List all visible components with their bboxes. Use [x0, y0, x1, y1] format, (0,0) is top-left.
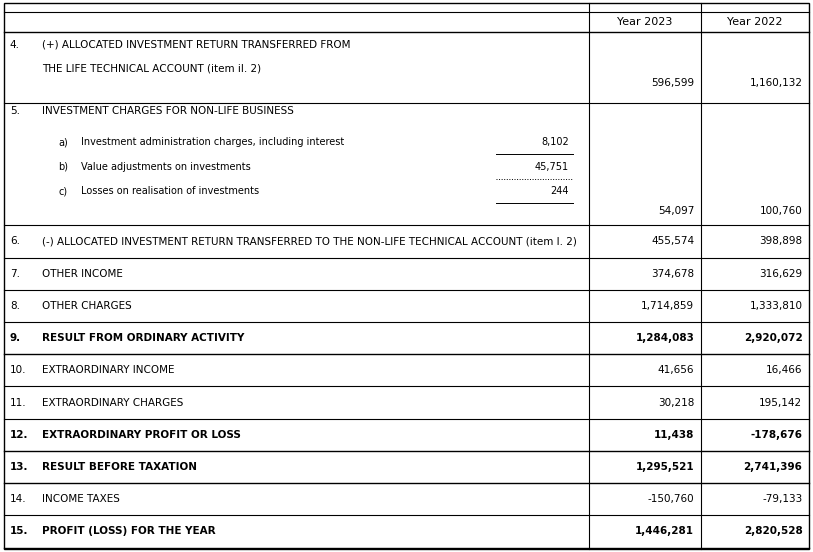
Text: 8,102: 8,102	[541, 137, 569, 147]
Text: 4.: 4.	[10, 40, 20, 50]
Text: 14.: 14.	[10, 494, 26, 504]
Text: 455,574: 455,574	[651, 236, 694, 246]
Text: INCOME TAXES: INCOME TAXES	[42, 494, 120, 504]
Text: 10.: 10.	[10, 365, 26, 375]
Text: 54,097: 54,097	[658, 206, 694, 216]
Text: RESULT FROM ORDINARY ACTIVITY: RESULT FROM ORDINARY ACTIVITY	[42, 333, 245, 343]
Text: (+) ALLOCATED INVESTMENT RETURN TRANSFERRED FROM: (+) ALLOCATED INVESTMENT RETURN TRANSFER…	[42, 40, 350, 50]
Text: 13.: 13.	[10, 462, 28, 472]
Text: 1,714,859: 1,714,859	[641, 301, 694, 311]
Text: 8.: 8.	[10, 301, 20, 311]
Text: 12.: 12.	[10, 430, 28, 440]
Text: OTHER INCOME: OTHER INCOME	[42, 269, 123, 279]
Text: 316,629: 316,629	[759, 269, 802, 279]
Text: Year 2023: Year 2023	[617, 17, 673, 27]
Text: 1,284,083: 1,284,083	[636, 333, 694, 343]
Text: 45,751: 45,751	[535, 162, 569, 172]
Text: OTHER CHARGES: OTHER CHARGES	[42, 301, 132, 311]
Text: 100,760: 100,760	[759, 206, 802, 216]
Text: Losses on realisation of investments: Losses on realisation of investments	[81, 186, 259, 196]
Text: 2,820,528: 2,820,528	[744, 527, 802, 537]
Text: 1,446,281: 1,446,281	[635, 527, 694, 537]
Text: -79,133: -79,133	[762, 494, 802, 504]
Text: 30,218: 30,218	[658, 397, 694, 407]
Text: Investment administration charges, including interest: Investment administration charges, inclu…	[81, 137, 345, 147]
Text: 244: 244	[550, 186, 569, 196]
Text: THE LIFE TECHNICAL ACCOUNT (item iI. 2): THE LIFE TECHNICAL ACCOUNT (item iI. 2)	[42, 64, 262, 74]
Text: 1,295,521: 1,295,521	[636, 462, 694, 472]
Text: 41,656: 41,656	[658, 365, 694, 375]
Text: -178,676: -178,676	[750, 430, 802, 440]
Text: 195,142: 195,142	[759, 397, 802, 407]
Text: EXTRAORDINARY PROFIT OR LOSS: EXTRAORDINARY PROFIT OR LOSS	[42, 430, 241, 440]
Text: Year 2022: Year 2022	[727, 17, 783, 27]
Text: RESULT BEFORE TAXATION: RESULT BEFORE TAXATION	[42, 462, 198, 472]
Text: 11.: 11.	[10, 397, 26, 407]
Text: 16,466: 16,466	[766, 365, 802, 375]
Text: c): c)	[59, 186, 67, 196]
Text: 398,898: 398,898	[759, 236, 802, 246]
Text: 1,160,132: 1,160,132	[750, 78, 802, 88]
Text: EXTRAORDINARY CHARGES: EXTRAORDINARY CHARGES	[42, 397, 184, 407]
Text: a): a)	[59, 137, 68, 147]
Text: 2,920,072: 2,920,072	[744, 333, 802, 343]
Text: b): b)	[59, 162, 68, 172]
Text: (-) ALLOCATED INVESTMENT RETURN TRANSFERRED TO THE NON-LIFE TECHNICAL ACCOUNT (i: (-) ALLOCATED INVESTMENT RETURN TRANSFER…	[42, 236, 577, 246]
Text: 7.: 7.	[10, 269, 20, 279]
Text: 9.: 9.	[10, 333, 21, 343]
Text: 1,333,810: 1,333,810	[750, 301, 802, 311]
Text: 11,438: 11,438	[654, 430, 694, 440]
Text: 596,599: 596,599	[651, 78, 694, 88]
Text: INVESTMENT CHARGES FOR NON-LIFE BUSINESS: INVESTMENT CHARGES FOR NON-LIFE BUSINESS	[42, 107, 294, 116]
Text: 5.: 5.	[10, 107, 20, 116]
Text: -150,760: -150,760	[648, 494, 694, 504]
Text: 6.: 6.	[10, 236, 20, 246]
Text: 374,678: 374,678	[651, 269, 694, 279]
Text: Value adjustments on investments: Value adjustments on investments	[81, 162, 251, 172]
Text: PROFIT (LOSS) FOR THE YEAR: PROFIT (LOSS) FOR THE YEAR	[42, 527, 216, 537]
Text: 15.: 15.	[10, 527, 28, 537]
Text: EXTRAORDINARY INCOME: EXTRAORDINARY INCOME	[42, 365, 175, 375]
Text: 2,741,396: 2,741,396	[744, 462, 802, 472]
